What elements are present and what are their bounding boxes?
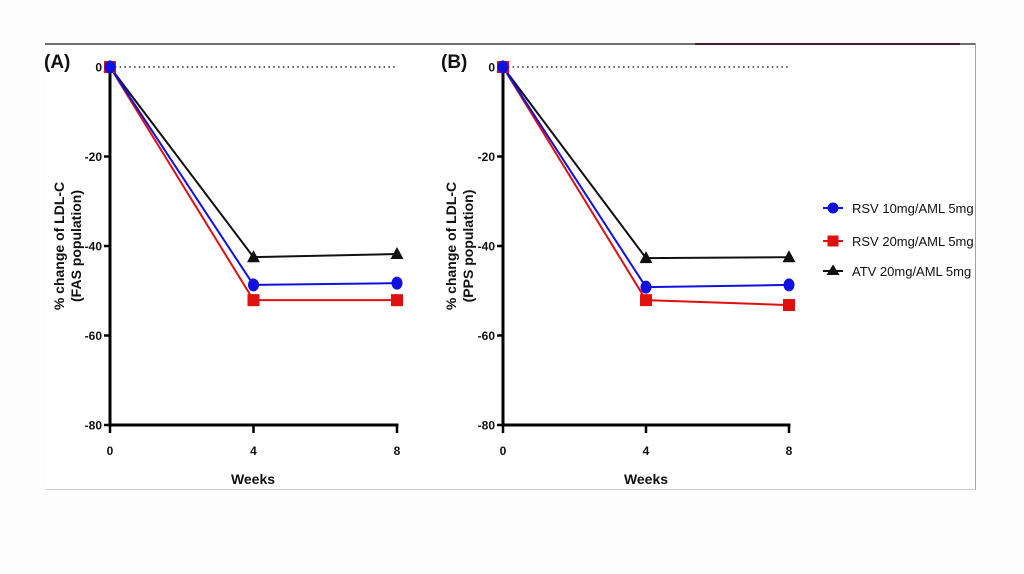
panel-b: (B) % change of LDL-C (PPS population) W… [441, 52, 796, 487]
series-line-rsv-20mg-aml-5mg [502, 66, 790, 307]
circle-marker-icon [827, 202, 839, 214]
legend-label: RSV 20mg/AML 5mg [852, 234, 974, 249]
y-tick-label: -80 [478, 419, 496, 433]
data-point [391, 276, 403, 290]
data-point [247, 250, 260, 263]
top-accent-rule [695, 43, 960, 45]
legend-label: RSV 10mg/AML 5mg [852, 201, 974, 216]
y-axis-title-line-2: (PPS population) [460, 190, 476, 303]
legend-label: ATV 20mg/AML 5mg [852, 264, 971, 279]
y-tick-label: 0 [488, 61, 495, 75]
square-marker-icon [827, 235, 839, 247]
y-axis-title-line-1: % change of LDL-C [51, 182, 67, 310]
x-tick-label: 0 [500, 444, 507, 458]
data-point [639, 251, 653, 264]
y-tick-label: -20 [85, 150, 103, 164]
x-axis-title: Weeks [624, 471, 668, 487]
panel-label: (B) [441, 52, 467, 73]
data-point [391, 294, 403, 307]
x-tick-label: 4 [643, 444, 650, 458]
data-point [783, 278, 795, 292]
y-axis-title-line-2: (FAS population) [68, 190, 84, 302]
data-point [390, 247, 404, 260]
data-point [247, 294, 260, 307]
y-tick-label: 0 [95, 61, 102, 75]
figure-frame [45, 43, 976, 490]
panel-a: (A) % change of LDL-C (FAS population) W… [44, 52, 404, 487]
legend-entry-rsv20: RSV 20mg/AML 5mg [823, 234, 974, 249]
x-tick-label: 8 [394, 444, 401, 458]
y-axis-title: % change of LDL-C (FAS population) [51, 182, 84, 310]
panel-label: (A) [44, 52, 70, 73]
series-line-rsv-20mg-aml-5mg [109, 66, 397, 302]
data-point [782, 250, 796, 263]
x-tick-label: 4 [250, 444, 257, 458]
y-axis-title: % change of LDL-C (PPS population) [443, 182, 476, 310]
data-point [640, 294, 652, 307]
y-tick-label: -60 [85, 329, 103, 343]
triangle-marker-icon [826, 264, 840, 275]
data-point [104, 60, 116, 74]
data-point [248, 278, 259, 292]
series-line-atv-20mg-aml-5mg [502, 66, 790, 260]
y-tick-label: -60 [478, 329, 496, 343]
data-point [783, 299, 795, 312]
legend-entry-atv20: ATV 20mg/AML 5mg [823, 264, 971, 279]
legend-entry-rsv10: RSV 10mg/AML 5mg [823, 201, 974, 216]
top-rule [45, 43, 975, 45]
x-tick-label: 8 [786, 444, 793, 458]
x-axis-title: Weeks [231, 471, 275, 487]
y-tick-label: -20 [478, 150, 496, 164]
y-axis-title-line-1: % change of LDL-C [443, 182, 459, 310]
data-point [497, 60, 509, 74]
y-tick-label: -40 [478, 240, 496, 254]
x-tick-label: 0 [107, 444, 114, 458]
data-point [640, 280, 652, 294]
y-tick-label: -80 [85, 419, 103, 433]
y-tick-label: -40 [85, 240, 103, 254]
legend: RSV 10mg/AML 5mg RSV 20mg/AML 5mg ATV 20… [823, 201, 974, 279]
series-line-atv-20mg-aml-5mg [109, 66, 398, 259]
